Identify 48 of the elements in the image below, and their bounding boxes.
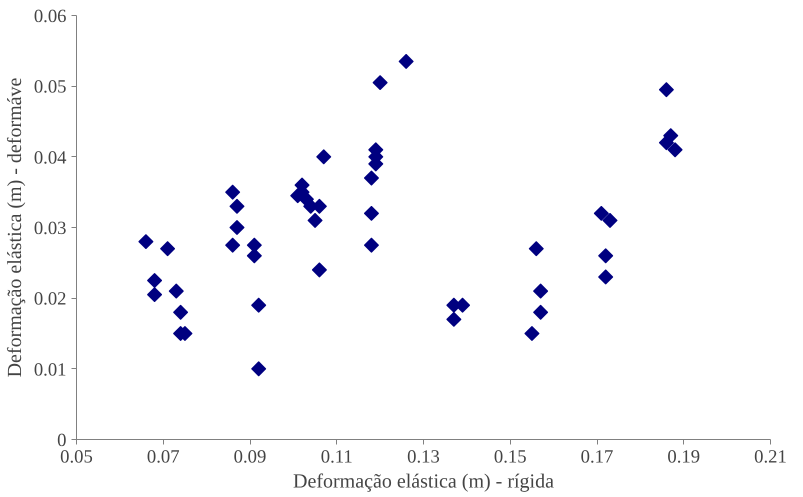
x-tick-label: 0.13 [407,446,440,468]
point [594,206,609,221]
point [229,220,245,236]
point [658,135,674,150]
y-axis-title: Deformação elástica (m) - deformáve [4,77,26,378]
x-tick-label: 0.17 [580,446,614,468]
point [364,206,380,221]
point [316,149,332,164]
point [364,170,380,186]
point [225,184,240,200]
y-tick-label: 0.03 [34,218,67,239]
y-tick-label: 0.04 [34,147,68,168]
point [364,238,380,253]
point [668,142,683,158]
point [398,54,414,70]
point [225,238,240,253]
point [598,269,614,285]
y-tick-label: 0.05 [34,76,67,98]
x-tick-label: 0.21 [754,446,787,468]
point [229,198,245,214]
point [312,262,327,278]
point [533,304,548,320]
y-tick-label: 0.02 [34,288,67,310]
y-tick-label: 0.01 [34,359,67,380]
x-tick-label: 0.09 [234,446,266,468]
x-tick-label: 0.15 [494,446,527,468]
y-tick-label: 0.06 [34,6,67,27]
x-tick-label: 0.19 [667,446,700,468]
point [173,304,188,320]
x-axis-title: Deformação elástica (m) - rígida [293,470,554,492]
point [602,212,618,228]
point [524,326,540,342]
point [446,312,462,327]
point [598,248,614,264]
point [251,298,266,313]
point [138,234,154,250]
point [372,75,388,90]
point [307,212,323,228]
point [147,272,162,288]
point [251,361,266,376]
point [160,241,176,256]
point [168,284,184,299]
x-tick-label: 0.11 [320,446,353,468]
point [658,82,674,98]
point [528,241,544,256]
x-tick-label: 0.07 [146,446,180,468]
point [147,287,162,302]
point [533,284,548,299]
